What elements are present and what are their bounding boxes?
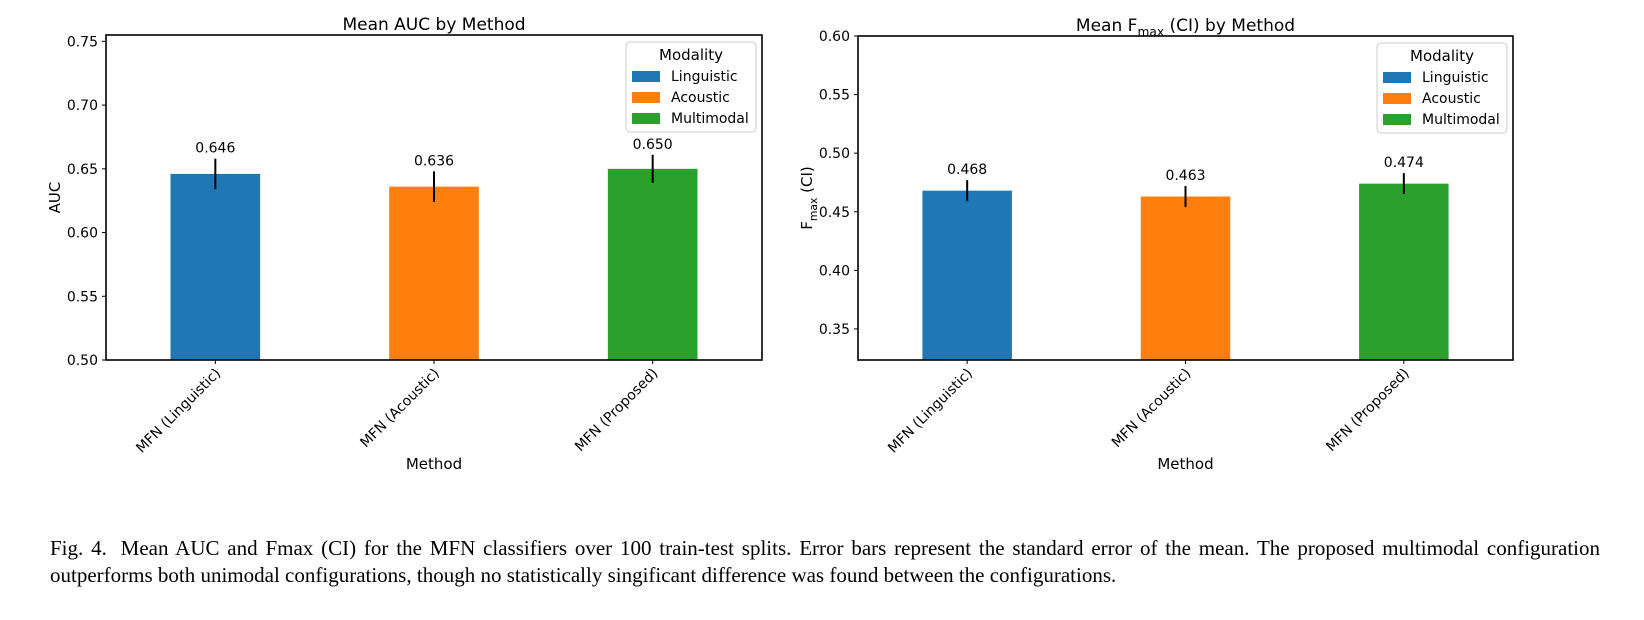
figure-charts: Mean AUC by Method 0.646 MFN (Linguistic) 0… <box>46 15 1514 473</box>
bar-1 <box>170 173 261 360</box>
legend-label-1: Linguistic <box>671 69 738 85</box>
data-label-1: 0.646 <box>195 141 235 157</box>
x-tick-label-3: MFN (Proposed) <box>572 366 661 455</box>
legend-box <box>625 41 757 133</box>
legend-label-2: Acoustic <box>671 90 730 106</box>
legend-swatch-3 <box>1383 114 1411 125</box>
chart-title-part: (CI) by Method <box>1164 16 1295 36</box>
data-label-2: 0.463 <box>1165 168 1205 184</box>
auc-chart: Mean AUC by Method 0.646 MFN (Linguistic) 0… <box>46 15 763 473</box>
legend-swatch-3 <box>632 113 660 124</box>
x-tick-label-1: MFN (Linguistic) <box>133 366 224 457</box>
legend-label-1: Linguistic <box>1422 70 1489 86</box>
y-tick-label-2: 0.40 <box>819 263 850 279</box>
legend-title: Modality <box>659 46 723 64</box>
bar-3 <box>1359 183 1449 360</box>
data-label-1: 0.468 <box>947 162 987 178</box>
bar-1 <box>922 190 1012 360</box>
figure-caption: Fig. 4. Mean AUC and Fmax (CI) for the M… <box>50 535 1600 589</box>
data-label-2: 0.636 <box>414 153 454 169</box>
y-tick-label-4: 0.50 <box>819 146 850 162</box>
legend: Modality Linguistic Acoustic Multimodal <box>1376 42 1508 134</box>
y-axis-label: Fmax (CI) <box>798 166 820 230</box>
y-tick-label-5: 0.55 <box>819 88 850 104</box>
bar-3 <box>607 168 698 360</box>
chart-title: Mean AUC by Method <box>342 15 525 35</box>
y-axis-label-part: AUC <box>46 182 64 214</box>
y-tick-label-6: 0.60 <box>819 29 850 45</box>
y-tick-label-6: 0.75 <box>67 34 98 50</box>
y-tick-label-5: 0.70 <box>67 98 98 114</box>
plot-frame <box>857 35 1514 361</box>
legend-swatch-2 <box>632 92 660 103</box>
chart-title-part: Mean F <box>1076 16 1138 36</box>
x-tick-label-2: MFN (Acoustic) <box>1109 366 1194 451</box>
legend-label-3: Multimodal <box>1422 112 1500 128</box>
caption-text: Mean AUC and Fmax (CI) for the MFN class… <box>50 536 1601 587</box>
plot-frame <box>105 34 763 361</box>
legend-label-2: Acoustic <box>1422 91 1481 107</box>
y-tick-label-3: 0.60 <box>67 226 98 242</box>
data-label-3: 0.474 <box>1384 155 1424 171</box>
bar-2 <box>389 186 479 360</box>
y-tick-label-4: 0.65 <box>67 162 98 178</box>
data-label-3: 0.650 <box>633 137 673 153</box>
legend-box <box>1376 42 1508 134</box>
y-axis-label-part: (CI) <box>798 166 816 197</box>
legend-title: Modality <box>1410 47 1474 65</box>
x-tick-label-2: MFN (Acoustic) <box>357 366 442 451</box>
legend-swatch-1 <box>632 71 660 82</box>
y-axis-label: AUC <box>46 182 64 214</box>
x-tick-label-3: MFN (Proposed) <box>1323 366 1412 455</box>
legend: Modality Linguistic Acoustic Multimodal <box>625 41 757 133</box>
x-tick-label-1: MFN (Linguistic) <box>885 366 976 457</box>
chart-title-part: Mean AUC by Method <box>342 15 525 35</box>
x-axis-label: Method <box>1157 455 1213 473</box>
legend-swatch-1 <box>1383 72 1411 83</box>
x-axis-label: Method <box>406 455 462 473</box>
bar-2 <box>1140 196 1231 360</box>
chart-title: Mean Fmax (CI) by Method <box>1076 16 1295 39</box>
y-tick-label-2: 0.55 <box>67 289 98 305</box>
caption-label: Fig. 4. <box>50 536 107 560</box>
y-axis-label-part: max <box>807 197 820 221</box>
y-axis-label-part: F <box>798 221 816 230</box>
y-tick-label-1: 0.50 <box>67 353 98 369</box>
chart-title-part: max <box>1137 25 1164 39</box>
y-tick-label-1: 0.35 <box>819 322 850 338</box>
legend-label-3: Multimodal <box>671 111 749 127</box>
y-tick-label-3: 0.45 <box>819 205 850 221</box>
legend-swatch-2 <box>1383 93 1411 104</box>
